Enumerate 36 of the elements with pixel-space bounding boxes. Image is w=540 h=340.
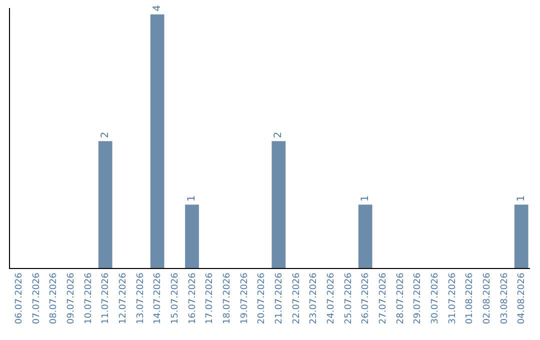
x-tick-label: 09.07.2026 — [66, 272, 77, 324]
x-tick-label: 26.07.2026 — [361, 272, 372, 324]
x-tick-label: 12.07.2026 — [118, 272, 129, 324]
data-label: 1 — [516, 195, 527, 202]
x-tick-label: 24.07.2026 — [326, 272, 337, 324]
x-tick-label: 22.07.2026 — [292, 272, 302, 324]
x-tick-label: 19.07.2026 — [240, 272, 250, 324]
x-tick-label: 14.07.2026 — [153, 272, 164, 324]
x-tick-label: 10.07.2026 — [84, 272, 94, 324]
data-label: 2 — [100, 132, 111, 138]
x-tick-label: 16.07.2026 — [188, 272, 198, 324]
x-tick-label: 01.08.2026 — [465, 272, 476, 324]
x-tick-label: 27.07.2026 — [378, 272, 389, 324]
x-tick-label: 29.07.2026 — [413, 272, 424, 324]
x-tick-label: 08.07.2026 — [49, 272, 60, 324]
x-tick-label: 04.08.2026 — [517, 272, 528, 324]
x-tick-label: 20.07.2026 — [257, 272, 268, 324]
x-tick-label: 21.07.2026 — [274, 272, 285, 324]
x-tick-label: 23.07.2026 — [309, 272, 320, 324]
x-tick-label: 18.07.2026 — [222, 272, 233, 324]
x-tick-label: 11.07.2026 — [101, 272, 112, 324]
x-tick-label: 02.08.2026 — [482, 272, 493, 324]
x-tick-label: 31.07.2026 — [448, 272, 458, 324]
x-tick-label: 06.07.2026 — [14, 272, 25, 324]
x-tick-label: 25.07.2026 — [344, 272, 354, 324]
x-tick-label: 28.07.2026 — [396, 272, 406, 324]
x-tick-label: 15.07.2026 — [170, 272, 181, 324]
x-tick-label: 17.07.2026 — [205, 272, 216, 324]
data-label: 1 — [186, 195, 198, 202]
x-tick-label: 13.07.2026 — [136, 272, 146, 324]
data-label: 4 — [152, 4, 163, 12]
x-tick-label: 07.07.2026 — [32, 272, 42, 324]
data-label: 2 — [273, 132, 284, 138]
x-tick-label: 03.08.2026 — [500, 272, 510, 324]
data-label: 1 — [360, 195, 371, 202]
x-tick-label: 30.07.2026 — [430, 272, 441, 324]
